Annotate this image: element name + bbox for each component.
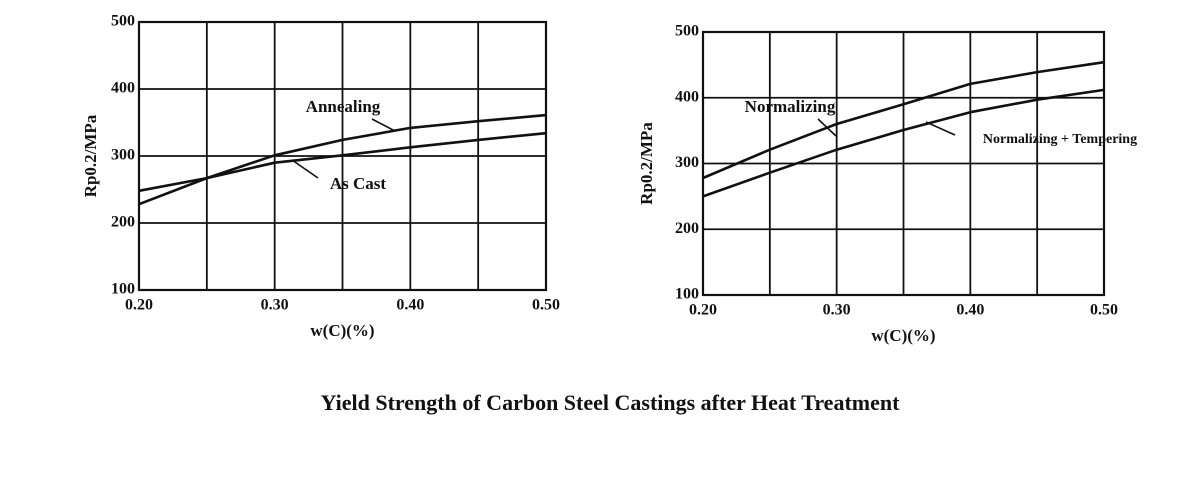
series-label: As Cast: [330, 174, 387, 193]
y-tick-label: 400: [675, 88, 699, 105]
x-tick-label: 0.30: [823, 302, 851, 319]
x-axis-label: w(C)(%): [310, 321, 374, 340]
leader-line: [925, 121, 956, 136]
leader-line: [817, 118, 837, 137]
x-tick-label: 0.20: [125, 297, 153, 314]
line-series: [138, 131, 547, 193]
y-tick-label: 300: [111, 147, 135, 164]
y-tick-label: 100: [675, 286, 699, 303]
y-axis-label: Rp0.2/MPa: [81, 114, 100, 197]
y-axis-label: Rp0.2/MPa: [637, 122, 656, 205]
y-tick-label: 500: [111, 13, 135, 30]
series-label: Annealing: [306, 97, 381, 116]
line-series: [702, 88, 1105, 198]
line-series: [702, 60, 1105, 180]
leader-line: [371, 118, 396, 132]
series-label: Normalizing: [745, 97, 836, 116]
leader-line: [291, 159, 319, 179]
x-tick-label: 0.30: [261, 297, 289, 314]
y-tick-label: 200: [111, 214, 135, 231]
x-tick-label: 0.40: [956, 302, 984, 319]
y-tick-label: 100: [111, 281, 135, 298]
series-label: Normalizing + Tempering: [983, 132, 1137, 147]
x-tick-label: 0.50: [1090, 302, 1118, 319]
x-tick-label: 0.20: [689, 302, 717, 319]
y-tick-label: 200: [675, 220, 699, 237]
x-tick-label: 0.50: [532, 297, 560, 314]
x-axis-label: w(C)(%): [871, 326, 935, 345]
y-tick-label: 400: [111, 80, 135, 97]
y-tick-label: 500: [675, 23, 699, 40]
x-tick-label: 0.40: [396, 297, 424, 314]
figure-caption: Yield Strength of Carbon Steel Castings …: [321, 390, 901, 415]
y-tick-label: 300: [675, 154, 699, 171]
